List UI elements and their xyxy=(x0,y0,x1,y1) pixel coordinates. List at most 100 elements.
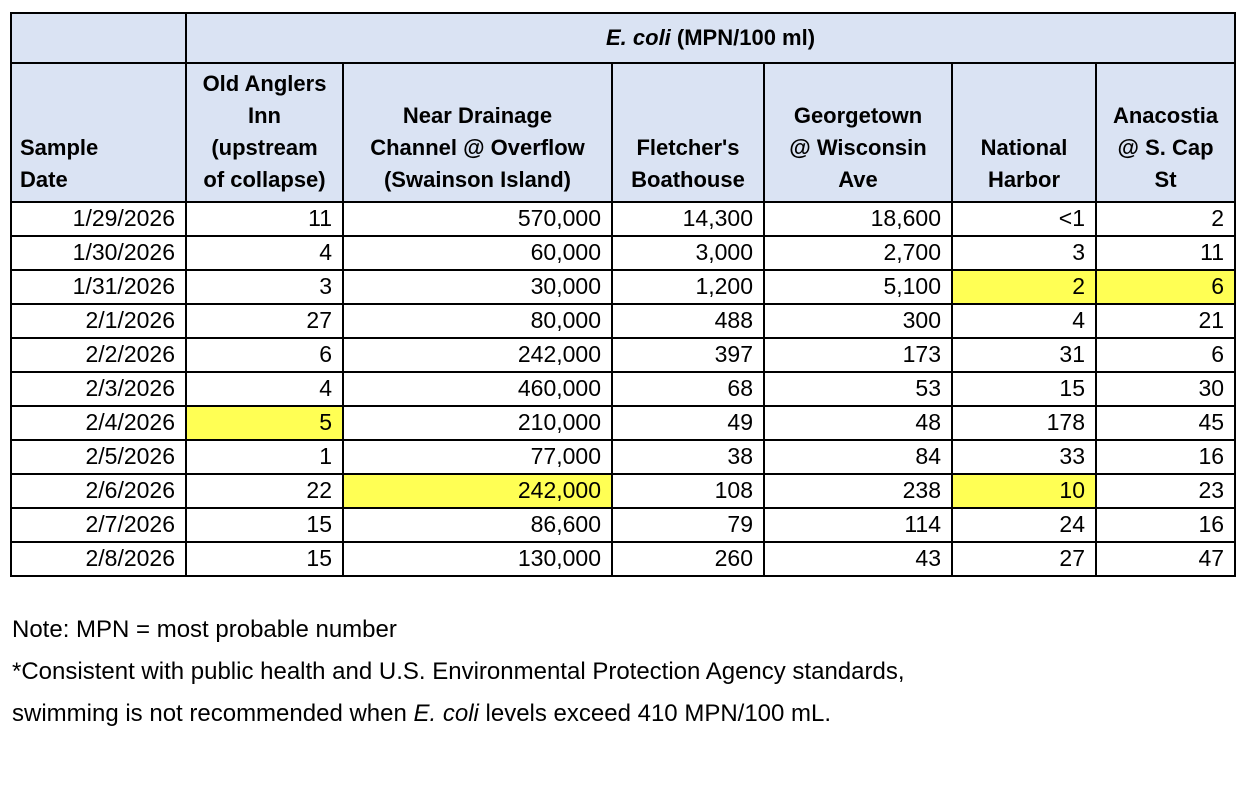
ecoli-value-cell: 86,600 xyxy=(342,506,613,543)
ecoli-value-cell: 3 xyxy=(185,268,344,305)
sample-date-cell: 2/7/2026 xyxy=(10,506,187,543)
ecoli-value-cell: 3,000 xyxy=(611,234,765,271)
column-header-old-anglers-inn: Old Anglers Inn (upstream of collapse) xyxy=(185,62,344,203)
ecoli-value-cell: 5,100 xyxy=(763,268,953,305)
column-header-georgetown-wisconsin-ave: Georgetown @ Wisconsin Ave xyxy=(763,62,953,203)
ecoli-value-cell: 27 xyxy=(185,302,344,339)
footnote-mpn-definition: Note: MPN = most probable number xyxy=(12,615,397,643)
ecoli-value-cell: 570,000 xyxy=(342,200,613,237)
ecoli-value-cell: 21 xyxy=(1094,302,1237,339)
ecoli-value-cell: 15 xyxy=(185,540,344,577)
sample-date-cell: 2/2/2026 xyxy=(10,336,187,373)
table-row: 2/3/2026 4 460,000 68 53 15 30 xyxy=(10,370,1237,407)
ecoli-value-cell: 23 xyxy=(1094,472,1237,509)
corner-cell xyxy=(10,12,187,64)
ecoli-sampling-table: E. coli (MPN/100 ml) Sample Date Old Ang… xyxy=(10,12,1237,577)
sample-date-cell: 2/4/2026 xyxy=(10,404,187,441)
ecoli-value-cell: 397 xyxy=(611,336,765,373)
table-title-species: E. coli xyxy=(606,25,671,50)
ecoli-value-cell: 3 xyxy=(951,234,1097,271)
ecoli-value-cell: 210,000 xyxy=(342,404,613,441)
table-row: 2/6/2026 22 242,000 108 238 10 23 xyxy=(10,472,1237,509)
table-row: 2/8/2026 15 130,000 260 43 27 47 xyxy=(10,540,1237,577)
ecoli-value-cell: 60,000 xyxy=(342,234,613,271)
column-header-anacostia-s-cap-st: Anacostia @ S. Cap St xyxy=(1094,62,1237,203)
footnote-text-prefix: swimming is not recommended when xyxy=(12,699,414,727)
ecoli-value-cell: 1,200 xyxy=(611,268,765,305)
ecoli-value-cell: 260 xyxy=(611,540,765,577)
ecoli-value-cell: 238 xyxy=(763,472,953,509)
ecoli-value-cell: 173 xyxy=(763,336,953,373)
ecoli-value-cell: 45 xyxy=(1094,404,1237,441)
footnotes: Note: MPN = most probable number *Consis… xyxy=(12,609,1240,735)
table-row: 1/29/2026 11 570,000 14,300 18,600 <1 2 xyxy=(10,200,1237,237)
ecoli-value-cell: 5 xyxy=(185,404,344,441)
table-title-cell: E. coli (MPN/100 ml) xyxy=(184,12,1237,64)
ecoli-value-cell: 16 xyxy=(1094,506,1237,543)
table-row: 2/4/2026 5 210,000 49 48 178 45 xyxy=(10,404,1237,441)
ecoli-value-cell: 6 xyxy=(185,336,344,373)
ecoli-value-cell: 30 xyxy=(1094,370,1237,407)
footnote-epa-standards-line2: swimming is not recommended when E. coli… xyxy=(12,693,1240,735)
ecoli-value-cell: 18,600 xyxy=(763,200,953,237)
table-row: 2/2/2026 6 242,000 397 173 31 6 xyxy=(10,336,1237,373)
ecoli-value-cell: 79 xyxy=(611,506,765,543)
ecoli-value-cell: 1 xyxy=(185,438,344,475)
ecoli-value-cell: 108 xyxy=(611,472,765,509)
ecoli-value-cell: 4 xyxy=(951,302,1097,339)
ecoli-value-cell: 68 xyxy=(611,370,765,407)
ecoli-value-cell: 6 xyxy=(1094,268,1237,305)
ecoli-value-cell: 11 xyxy=(1094,234,1237,271)
ecoli-value-cell: 33 xyxy=(951,438,1097,475)
ecoli-value-cell: 4 xyxy=(185,370,344,407)
table-row: 2/5/2026 1 77,000 38 84 33 16 xyxy=(10,438,1237,475)
ecoli-value-cell: 77,000 xyxy=(342,438,613,475)
column-header-fletchers-boathouse: Fletcher's Boathouse xyxy=(611,62,765,203)
ecoli-value-cell: 14,300 xyxy=(611,200,765,237)
ecoli-value-cell: 4 xyxy=(185,234,344,271)
ecoli-value-cell: 6 xyxy=(1094,336,1237,373)
footnote-text-suffix: levels exceed 410 MPN/100 mL. xyxy=(478,699,832,727)
ecoli-value-cell: 53 xyxy=(763,370,953,407)
ecoli-value-cell: 460,000 xyxy=(342,370,613,407)
ecoli-value-cell: 16 xyxy=(1094,438,1237,475)
sample-date-cell: 1/31/2026 xyxy=(10,268,187,305)
footnote-ecoli-italic: E. coli xyxy=(413,699,479,727)
ecoli-value-cell: 242,000 xyxy=(342,336,613,373)
ecoli-value-cell: 47 xyxy=(1094,540,1237,577)
table-row: 2/1/2026 27 80,000 488 300 4 21 xyxy=(10,302,1237,339)
ecoli-value-cell: 84 xyxy=(763,438,953,475)
ecoli-value-cell: 11 xyxy=(185,200,344,237)
sample-date-cell: 1/30/2026 xyxy=(10,234,187,271)
column-header-sample-date: Sample Date xyxy=(10,62,187,203)
table-row: 1/30/2026 4 60,000 3,000 2,700 3 11 xyxy=(10,234,1237,271)
ecoli-value-cell: 80,000 xyxy=(342,302,613,339)
ecoli-value-cell: 15 xyxy=(951,370,1097,407)
ecoli-value-cell: 49 xyxy=(611,404,765,441)
ecoli-value-cell: 48 xyxy=(763,404,953,441)
column-header-near-drainage-channel: Near Drainage Channel @ Overflow (Swains… xyxy=(342,62,613,203)
ecoli-value-cell: 30,000 xyxy=(342,268,613,305)
table-title-units: (MPN/100 ml) xyxy=(670,25,816,50)
sample-date-cell: 2/5/2026 xyxy=(10,438,187,475)
sample-date-cell: 2/3/2026 xyxy=(10,370,187,407)
table-row: 1/31/2026 3 30,000 1,200 5,100 2 6 xyxy=(10,268,1237,305)
ecoli-value-cell: 130,000 xyxy=(342,540,613,577)
ecoli-value-cell: 300 xyxy=(763,302,953,339)
ecoli-value-cell: 178 xyxy=(951,404,1097,441)
ecoli-value-cell: 38 xyxy=(611,438,765,475)
sample-date-cell: 2/6/2026 xyxy=(10,472,187,509)
table-title-row: E. coli (MPN/100 ml) xyxy=(10,12,1237,64)
ecoli-value-cell: 242,000 xyxy=(342,472,613,509)
ecoli-value-cell: 114 xyxy=(763,506,953,543)
table-body: 1/29/2026 11 570,000 14,300 18,600 <1 2 1/30/20… xyxy=(10,200,1237,577)
column-header-national-harbor: National Harbor xyxy=(951,62,1097,203)
ecoli-value-cell: 2,700 xyxy=(763,234,953,271)
ecoli-value-cell: <1 xyxy=(951,200,1097,237)
ecoli-value-cell: 24 xyxy=(951,506,1097,543)
ecoli-value-cell: 2 xyxy=(951,268,1097,305)
column-header-row: Sample Date Old Anglers Inn (upstream of… xyxy=(10,62,1237,203)
ecoli-value-cell: 31 xyxy=(951,336,1097,373)
ecoli-value-cell: 488 xyxy=(611,302,765,339)
table-row: 2/7/2026 15 86,600 79 114 24 16 xyxy=(10,506,1237,543)
